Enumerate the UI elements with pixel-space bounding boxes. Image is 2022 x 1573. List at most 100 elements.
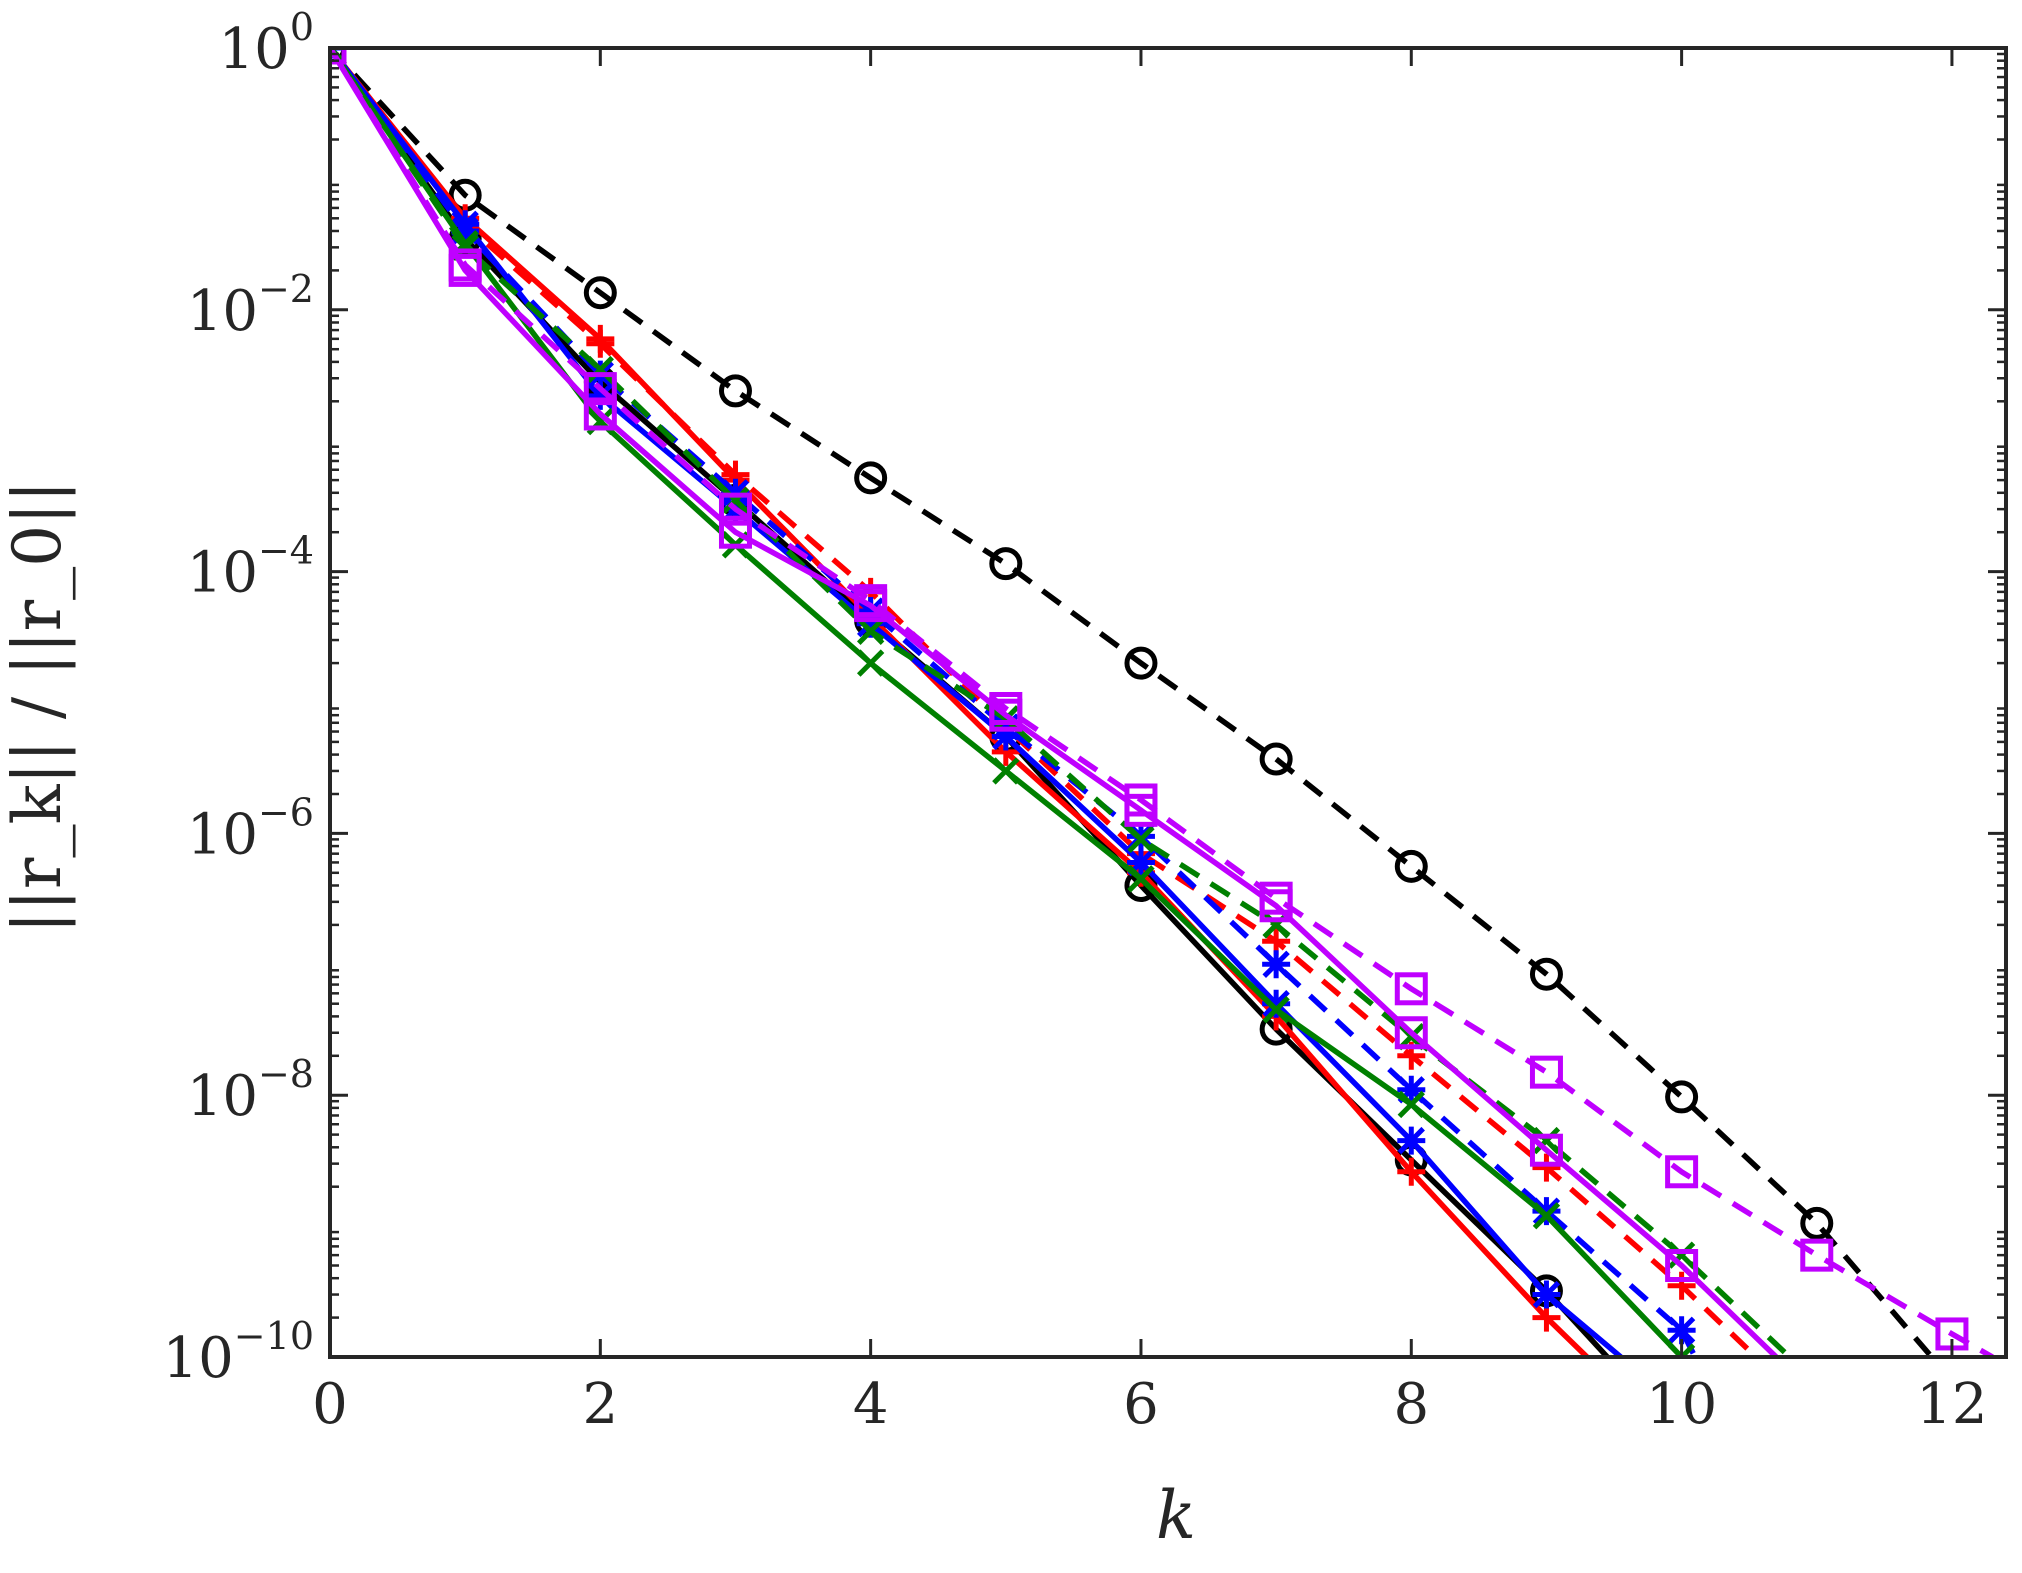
series-7-point-6 <box>1127 825 1155 854</box>
series-9-point-5 <box>989 691 1023 725</box>
series-9-line <box>330 48 1994 1357</box>
series-7-point-2 <box>586 355 614 384</box>
series-9-point-1 <box>448 248 482 282</box>
series-2-point-8 <box>1397 1157 1426 1186</box>
series-9-point-6 <box>1124 783 1158 817</box>
series-6-point-8 <box>1397 1090 1425 1119</box>
series-0-line <box>330 48 1934 1357</box>
series-7 <box>330 48 1792 1357</box>
series-9-point-7 <box>1259 881 1293 915</box>
y-tick-exponent-1: −2 <box>258 267 314 311</box>
series-4-point-9 <box>1532 1280 1561 1309</box>
y-tick-label-0: 100 <box>219 5 314 82</box>
series-4-point-7 <box>1262 989 1291 1018</box>
x-tick-label-0: 0 <box>312 1372 348 1437</box>
series-2 <box>330 48 1589 1357</box>
series-7-point-4 <box>856 617 885 645</box>
series-8-point-2 <box>583 397 617 431</box>
series-5-point-10 <box>1667 1316 1696 1345</box>
series-6-point-10 <box>1667 1343 1696 1357</box>
series-2-line <box>330 48 1589 1357</box>
series-4-line <box>330 48 1623 1357</box>
series-9-point-4 <box>854 584 888 618</box>
series-0-point-6 <box>1124 646 1158 680</box>
series-7-point-3 <box>721 486 750 515</box>
y-tick-label-1: 10−2 <box>187 267 314 344</box>
x-tick-label-3: 6 <box>1123 1372 1159 1437</box>
series-3-point-2 <box>586 329 615 358</box>
series-0-point-7 <box>1259 742 1293 776</box>
x-axis-title: k <box>1156 1477 1196 1554</box>
series-0-point-11 <box>1800 1206 1834 1240</box>
y-tick-label-3: 10−6 <box>187 790 314 867</box>
series-5-point-1 <box>451 216 480 245</box>
y-tick-label-2: 10−4 <box>187 529 314 606</box>
series-9-point-10 <box>1665 1155 1699 1189</box>
series-8-point-8 <box>1394 1016 1428 1050</box>
y-tick-base-4: 10 <box>187 1064 258 1129</box>
series-0-point-3 <box>718 374 752 408</box>
series-6-point-7 <box>1262 996 1290 1024</box>
series-6-point-6 <box>1127 865 1155 893</box>
series-7-point-9 <box>1532 1126 1561 1155</box>
series-0-point-5 <box>989 547 1023 581</box>
series-0 <box>330 48 1934 1357</box>
series-9-point-2 <box>583 372 617 406</box>
series-layer <box>330 48 1994 1357</box>
series-5-point-8 <box>1397 1075 1426 1104</box>
series-4-point-6 <box>1126 848 1155 877</box>
y-tick-base-0: 10 <box>219 17 290 82</box>
series-9-point-3 <box>718 492 752 526</box>
series-8-line <box>330 48 1779 1357</box>
y-tick-base-3: 10 <box>187 802 258 867</box>
x-tick-label-6: 12 <box>1916 1372 1987 1437</box>
y-tick-exponent-5: −10 <box>234 1314 314 1358</box>
y-tick-exponent-3: −6 <box>258 790 314 834</box>
axes-layer <box>328 46 2008 1359</box>
series-8 <box>330 48 1779 1357</box>
y-tick-base-2: 10 <box>187 541 258 606</box>
series-3-line <box>330 48 1758 1357</box>
series-5-point-7 <box>1262 950 1291 979</box>
series-8-point-10 <box>1665 1249 1699 1283</box>
y-tick-exponent-4: −8 <box>258 1052 314 1096</box>
series-4-point-8 <box>1397 1126 1426 1155</box>
series-7-line <box>330 48 1792 1357</box>
series-3-point-9 <box>1532 1153 1561 1182</box>
series-9-point-9 <box>1529 1055 1563 1089</box>
x-tick-label-1: 2 <box>583 1372 619 1437</box>
series-6-point-9 <box>1532 1202 1561 1230</box>
series-6-point-4 <box>856 649 885 677</box>
y-tick-base-1: 10 <box>187 279 258 344</box>
series-7-point-10 <box>1667 1241 1696 1269</box>
y-tick-label-4: 10−8 <box>187 1052 314 1129</box>
x-tick-label-5: 10 <box>1646 1372 1717 1437</box>
series-0-point-10 <box>1665 1080 1699 1114</box>
series-0-point-4 <box>854 461 888 495</box>
y-tick-label-5: 10−10 <box>163 1314 314 1391</box>
series-0-point-2 <box>583 276 617 310</box>
series-6-point-5 <box>992 757 1020 785</box>
x-tick-label-2: 4 <box>853 1372 889 1437</box>
y-axis-title: ||r_k|| / ||r_0|| <box>0 480 76 933</box>
series-9 <box>330 48 1994 1357</box>
series-0-point-9 <box>1529 957 1563 991</box>
series-4-point-2 <box>586 381 615 410</box>
series-3-point-10 <box>1667 1271 1696 1300</box>
plot-frame <box>328 46 2008 1359</box>
y-tick-exponent-0: 0 <box>290 5 314 49</box>
series-5-point-4 <box>856 597 885 626</box>
series-5-point-9 <box>1532 1197 1561 1226</box>
series-3 <box>330 48 1758 1357</box>
y-tick-base-5: 10 <box>163 1326 234 1391</box>
series-0-point-8 <box>1394 849 1428 883</box>
y-tick-exponent-2: −4 <box>258 529 314 573</box>
series-9-point-11 <box>1800 1238 1834 1272</box>
series-8-point-9 <box>1529 1133 1563 1167</box>
x-tick-label-4: 8 <box>1393 1372 1429 1437</box>
series-8-point-3 <box>718 515 752 549</box>
series-9-point-8 <box>1394 972 1428 1006</box>
